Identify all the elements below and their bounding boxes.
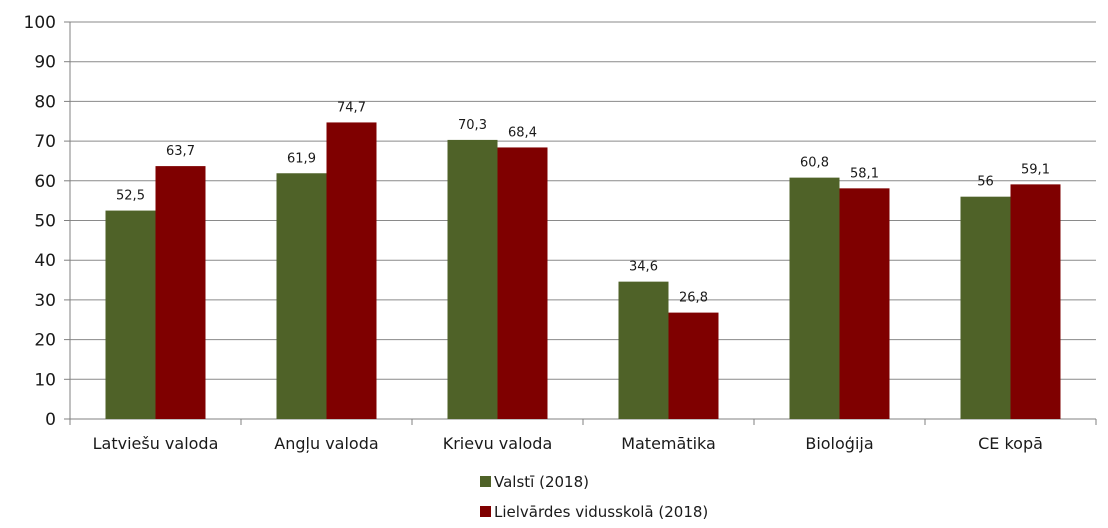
data-label: 63,7 — [166, 144, 195, 159]
y-tick-label: 50 — [34, 212, 56, 232]
x-tick-label: Latviešu valoda — [93, 434, 219, 453]
bar — [447, 139, 498, 419]
x-tick-label: Matemātika — [621, 434, 716, 453]
y-tick-label: 20 — [34, 331, 56, 351]
legend-label: Lielvārdes vidusskolā (2018) — [494, 503, 708, 521]
legend: Valstī (2018) Lielvārdes vidusskolā (2018… — [480, 473, 708, 521]
bar — [1010, 184, 1061, 419]
bar — [618, 281, 669, 419]
y-tick-label: 80 — [34, 92, 56, 112]
x-tick-label: Bioloģija — [805, 434, 873, 453]
data-label: 59,1 — [1021, 162, 1050, 177]
legend-swatch — [480, 506, 491, 517]
bar — [960, 196, 1011, 419]
bars — [105, 122, 1061, 419]
y-tick-label: 70 — [34, 132, 56, 152]
bar — [789, 177, 840, 419]
data-label: 26,8 — [679, 291, 708, 306]
bar — [276, 173, 327, 419]
bar — [326, 122, 377, 419]
y-tick-label: 60 — [34, 172, 56, 192]
data-label: 52,5 — [116, 189, 145, 204]
y-tick-label: 90 — [34, 53, 56, 73]
bar — [105, 210, 156, 419]
y-tick-label: 40 — [34, 251, 56, 271]
bar — [155, 166, 206, 419]
bar — [497, 147, 548, 419]
data-label: 34,6 — [629, 260, 658, 275]
x-tick-label: Krievu valoda — [443, 434, 553, 453]
y-tick-label: 30 — [34, 291, 56, 311]
data-label: 60,8 — [800, 156, 829, 171]
data-label: 74,7 — [337, 100, 366, 115]
x-tick-label: Angļu valoda — [274, 434, 378, 453]
x-tick-label: CE kopā — [978, 434, 1043, 453]
y-axis: 0 10 20 30 40 50 60 70 80 90 100 — [24, 13, 71, 430]
gridlines — [70, 21, 1096, 420]
y-tick-label: 0 — [45, 410, 56, 430]
x-axis: Latviešu valoda Angļu valoda Krievu valoda… — [69, 419, 1097, 453]
y-tick-label: 10 — [34, 370, 56, 390]
data-labels: 52,5 63,7 61,9 74,7 70,3 68,4 34,6 26,8 60,8 58,1… — [116, 100, 1050, 305]
data-label: 68,4 — [508, 125, 537, 140]
y-tick-label: 100 — [24, 13, 56, 33]
legend-swatch — [480, 476, 491, 487]
legend-label: Valstī (2018) — [494, 473, 589, 491]
data-label: 58,1 — [850, 166, 879, 181]
data-label: 70,3 — [458, 118, 487, 133]
data-label: 61,9 — [287, 151, 316, 166]
bar — [839, 188, 890, 419]
bar — [668, 312, 719, 419]
data-label: 56 — [977, 175, 994, 190]
